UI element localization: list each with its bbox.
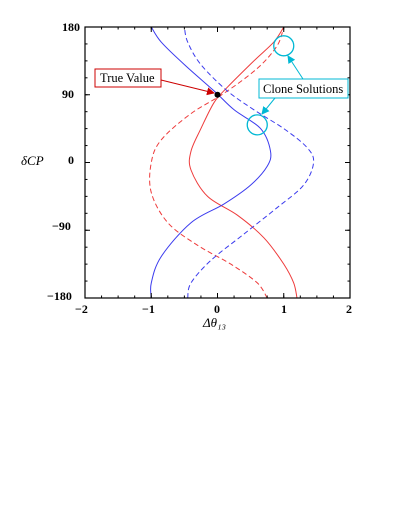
series-line-red-dashed xyxy=(149,27,285,298)
plot-frame xyxy=(84,26,351,299)
x-tick-label: −1 xyxy=(142,302,155,316)
series-line-blue-dashed xyxy=(183,27,315,298)
y-tick-label: −180 xyxy=(47,289,72,303)
clone-circle xyxy=(273,35,295,57)
x-axis-label: Δθ₁₃ xyxy=(202,315,226,330)
x-tick-label: 2 xyxy=(346,302,352,316)
true-value-point xyxy=(214,91,221,98)
true-value-dot xyxy=(214,91,221,98)
y-axis-label: δCP xyxy=(21,153,44,168)
clone-circles xyxy=(246,35,295,136)
series-line-red-solid xyxy=(188,27,298,298)
clone-arrow-lower xyxy=(261,97,276,115)
true-value-box xyxy=(94,68,162,88)
clone-solutions-label: Clone Solutions xyxy=(263,82,343,96)
x-tick-label: −2 xyxy=(75,302,88,316)
clone-circle xyxy=(246,114,268,136)
axis-ticks xyxy=(84,26,351,299)
true-value-label: True Value xyxy=(100,71,155,85)
series-line-blue-solid xyxy=(150,27,272,298)
x-tick-label: 0 xyxy=(214,302,220,316)
y-tick-label: 180 xyxy=(62,20,80,34)
y-tick-label: 0 xyxy=(68,153,74,167)
y-tick-label: −90 xyxy=(52,219,71,233)
clone-solutions-box xyxy=(258,78,349,99)
y-tick-label: 90 xyxy=(62,87,74,101)
x-tick-label: 1 xyxy=(281,302,287,316)
true-value-annotation: True Value xyxy=(94,68,215,96)
true-value-arrow xyxy=(160,79,215,96)
clone-arrow-upper xyxy=(287,55,304,80)
plot-curves xyxy=(149,27,315,298)
clone-solutions-annotation: Clone Solutions xyxy=(258,55,349,115)
